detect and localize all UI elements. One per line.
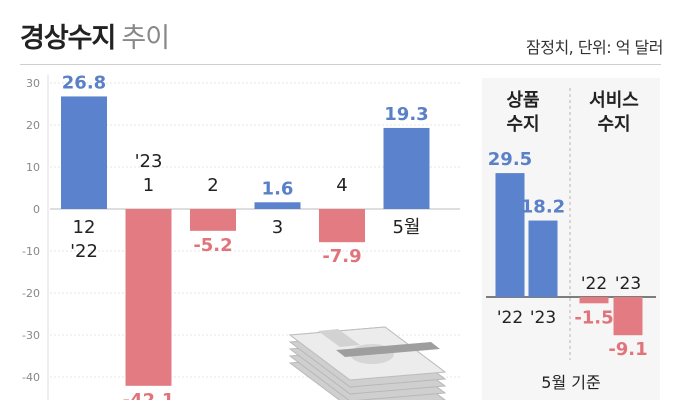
data-label: -7.9: [322, 246, 361, 267]
x-tick-label: '22: [70, 241, 98, 262]
x-tick-label: 12: [73, 217, 96, 238]
money-stack-icon: [288, 326, 447, 400]
x-tick-label: '22: [497, 308, 523, 328]
bar: [613, 297, 643, 336]
data-label: 26.8: [62, 72, 106, 93]
top-divider: [20, 64, 661, 65]
x-tick-label: 2: [207, 175, 218, 196]
data-label: 1.6: [262, 178, 294, 199]
group-title: 수지: [506, 114, 539, 135]
y-tick-label: 30: [26, 77, 40, 90]
x-tick-label: '23: [135, 151, 163, 172]
bar: [254, 202, 301, 209]
data-label: -42.1: [123, 390, 175, 400]
y-tick-label: 20: [26, 119, 40, 132]
x-tick-label: '23: [615, 274, 641, 294]
group-title: 서비스: [589, 90, 639, 111]
data-label: -1.5: [574, 307, 613, 328]
y-tick-label: 10: [26, 161, 40, 174]
y-tick-label: -20: [22, 287, 40, 300]
x-tick-label: 5월: [392, 217, 420, 238]
x-tick-label: '23: [530, 308, 556, 328]
bar: [383, 127, 430, 209]
group-title: 상품: [506, 90, 539, 111]
bar: [190, 209, 236, 231]
y-tick-label: -30: [22, 329, 40, 342]
data-label: -5.2: [193, 235, 232, 256]
group-title: 수지: [597, 114, 630, 135]
bar: [319, 209, 365, 243]
bar: [495, 173, 525, 297]
bar: [579, 297, 609, 304]
x-tick-label: '22: [581, 274, 607, 294]
page-title: 경상수지 추이: [20, 16, 170, 55]
y-tick-label: -40: [22, 371, 40, 384]
title-main: 경상수지: [20, 23, 116, 54]
data-label: -9.1: [608, 339, 647, 360]
bar: [528, 220, 558, 297]
y-tick-label: 0: [33, 203, 40, 216]
side-footnote: 5월 기준: [541, 373, 600, 392]
data-label: 29.5: [488, 149, 532, 170]
unit-note: 잠정치, 단위: 억 달러: [526, 38, 664, 57]
data-label: 18.2: [521, 197, 565, 218]
title-sub: 추이: [121, 23, 170, 54]
data-label: 19.3: [384, 104, 428, 125]
x-tick-label: 3: [272, 217, 283, 238]
x-tick-label: 4: [336, 175, 347, 196]
y-tick-label: -10: [22, 245, 40, 258]
bar: [61, 96, 107, 209]
x-tick-label: 1: [143, 175, 154, 196]
bar: [125, 209, 172, 386]
